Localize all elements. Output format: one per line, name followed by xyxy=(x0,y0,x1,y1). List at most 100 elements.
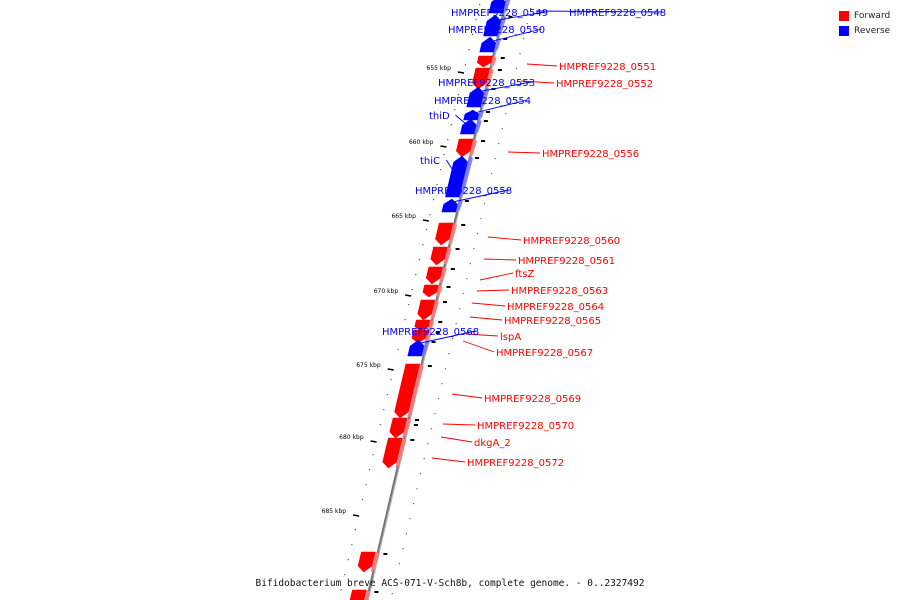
gene-arrow-shade xyxy=(402,423,410,438)
gene-marker xyxy=(508,16,513,18)
minor-tick xyxy=(432,199,435,201)
minor-tick-right xyxy=(437,398,440,400)
gene-label[interactable]: HMPREF9228_0567 xyxy=(496,348,593,359)
gene-arrow-shade xyxy=(468,139,478,157)
major-tick xyxy=(440,145,447,148)
scale-label: 680 kbp xyxy=(339,434,364,441)
gene-arrow-shade xyxy=(427,320,435,331)
gene-marker xyxy=(464,200,469,202)
gene-label[interactable]: HMPREF9228_0561 xyxy=(518,256,615,267)
gene-arrow-shade xyxy=(477,110,484,120)
minor-tick xyxy=(351,544,353,546)
minor-tick xyxy=(425,229,428,231)
gene-label[interactable]: HMPREF9228_0568 xyxy=(382,327,479,338)
reverse-gene-arrow[interactable]: HMPREF9228_0553 xyxy=(466,86,485,108)
forward-gene-arrow[interactable]: HMPREF9228_0567 xyxy=(411,330,428,344)
forward-gene-arrow[interactable]: HMPREF9228_0551 xyxy=(476,55,494,68)
reverse-gene-arrow[interactable]: HMPREF9228_0558 xyxy=(441,198,458,213)
gene-label[interactable]: HMPREF9228_0553 xyxy=(438,78,535,89)
legend-reverse-label: Reverse xyxy=(854,26,891,36)
minor-tick-right xyxy=(469,263,471,265)
gene-marker xyxy=(443,301,447,303)
gene-label[interactable]: HMPREF9228_0560 xyxy=(523,236,620,247)
gene-label[interactable]: lspA xyxy=(500,332,521,343)
gene-leader-line xyxy=(486,11,545,23)
forward-gene-arrow[interactable]: HMPREF9228_0563 xyxy=(422,284,439,298)
minor-tick-right xyxy=(452,338,454,340)
minor-tick xyxy=(471,34,474,36)
major-tick xyxy=(387,368,394,371)
gene-label[interactable]: HMPREF9228_0558 xyxy=(415,186,512,197)
reverse-gene-arrow[interactable]: HMPREF9228_0568 xyxy=(407,339,425,357)
forward-gene-arrow[interactable]: dkgA_2 xyxy=(389,422,407,439)
gene-leader-line xyxy=(465,99,528,116)
gene-label[interactable]: HMPREF9228_0569 xyxy=(484,394,581,405)
forward-gene-arrow[interactable]: HMPREF9228_0560 xyxy=(435,222,454,246)
minor-tick-right xyxy=(391,593,393,595)
gene-label[interactable]: HMPREF9228_0564 xyxy=(507,302,604,313)
gene-label[interactable]: HMPREF9228_0549 xyxy=(451,8,548,19)
forward-gene-arrow[interactable]: HMPREF9228_0561 xyxy=(430,246,448,266)
gene-marker xyxy=(438,321,443,323)
gene-label[interactable]: HMPREF9228_0565 xyxy=(504,316,601,327)
gene-label[interactable]: thiC xyxy=(420,156,440,167)
legend-forward: Forward xyxy=(839,10,890,22)
minor-tick-right xyxy=(508,98,511,100)
genome-caption: Bifidobacterium breve ACS-071-V-Sch8b, c… xyxy=(255,578,645,589)
gene-label[interactable]: HMPREF9228_0554 xyxy=(434,96,531,107)
minor-tick xyxy=(429,214,431,216)
reverse-gene-arrow[interactable]: thiD xyxy=(459,118,477,135)
gene-label[interactable]: HMPREF9228_0552 xyxy=(556,79,653,90)
reverse-gene-arrow[interactable]: HMPREF9228_0548 xyxy=(488,0,506,14)
gene-marker xyxy=(415,419,420,421)
gene-label[interactable]: HMPREF9228_0550 xyxy=(448,25,545,36)
gene-marker xyxy=(374,591,379,593)
minor-tick xyxy=(475,19,477,21)
forward-gene-arrow[interactable]: ftsZ xyxy=(425,266,444,285)
minor-tick xyxy=(397,349,399,351)
minor-tick xyxy=(457,94,459,96)
gene-arrow-shade xyxy=(443,247,452,265)
gene-leader-line xyxy=(479,272,514,281)
gene-leader-line xyxy=(526,63,558,67)
gene-leader-line xyxy=(442,423,476,426)
gene-leader-line xyxy=(431,457,466,463)
gene-label[interactable]: HMPREF9228_0563 xyxy=(511,286,608,297)
gene-label[interactable]: HMPREF9228_0572 xyxy=(467,458,564,469)
gene-label[interactable]: HMPREF9228_0570 xyxy=(477,421,574,432)
reverse-swatch xyxy=(839,26,849,36)
gene-label[interactable]: HMPREF9228_0556 xyxy=(542,149,639,160)
gene-arrow-shade xyxy=(474,119,482,134)
gene-marker xyxy=(431,341,436,343)
gene-label[interactable]: HMPREF9228_0548 xyxy=(569,8,666,19)
minor-tick-right xyxy=(434,413,436,415)
minor-tick xyxy=(450,124,452,126)
gene-label[interactable]: dkgA_2 xyxy=(474,438,511,449)
gene-label[interactable]: HMPREF9228_0551 xyxy=(559,62,656,73)
forward-gene-arrow[interactable]: HMPREF9228_0565 xyxy=(414,319,431,332)
minor-tick-right xyxy=(448,353,450,355)
reverse-gene-arrow[interactable]: HMPREF9228_0554 xyxy=(463,109,480,121)
reverse-gene-arrow[interactable]: thiC xyxy=(445,155,468,198)
gene-marker xyxy=(483,120,488,122)
gene-leader-line xyxy=(520,80,555,84)
forward-gene-arrow[interactable] xyxy=(357,551,376,573)
forward-gene-arrow[interactable] xyxy=(349,589,367,600)
gene-leader-line xyxy=(487,236,522,241)
scale-label: 675 kbp xyxy=(356,362,381,369)
gene-label[interactable]: ftsZ xyxy=(515,269,534,280)
forward-gene-arrow[interactable]: HMPREF9228_0564 xyxy=(417,299,436,321)
forward-gene-arrow[interactable]: HMPREF9228_0552 xyxy=(472,67,491,90)
reverse-gene-arrow[interactable]: HMPREF9228_0550 xyxy=(479,36,497,53)
forward-gene-arrow[interactable]: HMPREF9228_0569 xyxy=(394,363,421,419)
gene-leader-line xyxy=(471,302,506,307)
minor-tick xyxy=(468,49,470,51)
minor-tick-right xyxy=(483,203,486,205)
minor-tick xyxy=(440,169,442,171)
gene-arrow-shade xyxy=(497,15,507,36)
gene-label[interactable]: thiD xyxy=(429,111,450,122)
forward-gene-arrow[interactable]: HMPREF9228_0556 xyxy=(455,138,474,158)
gene-leader-line xyxy=(447,189,509,204)
forward-gene-arrow[interactable]: HMPREF9228_0572 xyxy=(382,437,403,469)
minor-tick xyxy=(379,424,381,426)
